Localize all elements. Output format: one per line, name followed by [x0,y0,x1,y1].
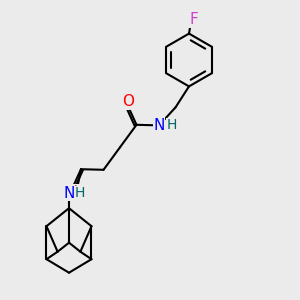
Text: H: H [167,118,177,132]
Text: N: N [63,186,75,201]
Text: N: N [153,118,165,133]
Text: O: O [67,185,79,200]
Text: F: F [189,12,198,27]
Text: O: O [122,94,134,109]
Text: H: H [74,186,85,200]
